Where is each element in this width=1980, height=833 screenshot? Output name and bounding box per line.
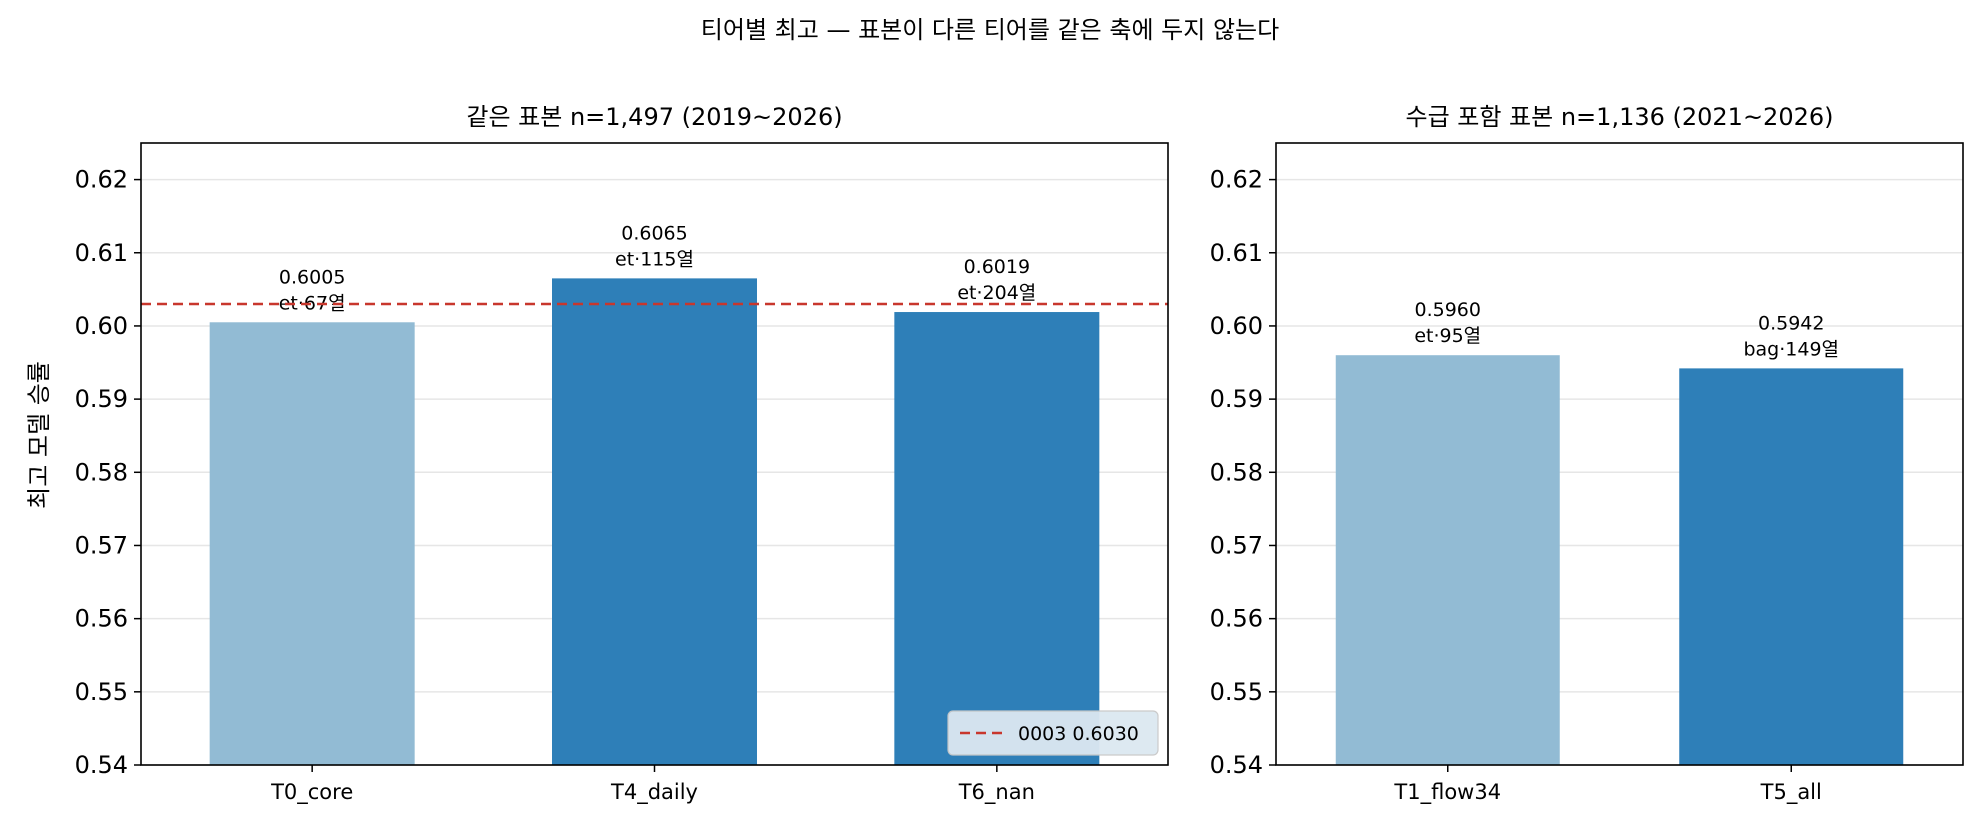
bar-T1_flow34	[1335, 355, 1560, 765]
y-tick-label: 0.61	[1210, 239, 1263, 267]
y-tick-label: 0.58	[75, 458, 128, 486]
y-tick-label: 0.54	[1210, 751, 1263, 779]
x-tick-label-T6_nan: T6_nan	[958, 780, 1035, 805]
legend-box	[947, 710, 1159, 756]
y-tick-label: 0.56	[1210, 605, 1263, 633]
x-tick-label-T1_flow34: T1_flow34	[1393, 780, 1501, 805]
panel-title: 같은 표본 n=1,497 (2019~2026)	[466, 103, 842, 131]
y-tick-label: 0.62	[75, 166, 128, 194]
panel-same-sample: 0.6005 et·67열 0.6065 et·115열 0.6019 et·204열 00…	[75, 103, 1169, 805]
panel-title: 수급 포함 표본 n=1,136 (2021~2026)	[1405, 103, 1833, 131]
y-tick-label: 0.59	[1210, 385, 1263, 413]
plot-frame	[1275, 142, 1964, 766]
value-label-T4_daily: 0.6065	[621, 222, 687, 244]
bar-T0_core	[209, 322, 415, 765]
sublabel-T6_nan: et·204열	[957, 282, 1036, 304]
legend-label: 0003 0.6030	[1018, 723, 1139, 745]
y-tick-label: 0.54	[75, 751, 128, 779]
figure-title: 티어별 최고 — 표본이 다른 티어를 같은 축에 두지 않는다	[701, 16, 1279, 44]
bar-T5_all	[1679, 368, 1904, 765]
sublabel-T0_core: et·67열	[279, 292, 346, 314]
y-tick-label: 0.62	[1210, 166, 1263, 194]
x-tick-label-T5_all: T5_all	[1760, 780, 1822, 805]
bar-T4_daily	[552, 278, 757, 765]
y-tick-label: 0.56	[75, 605, 128, 633]
y-axis-label: 최고 모델 승률	[25, 361, 53, 509]
y-tick-label: 0.61	[75, 239, 128, 267]
value-label-T0_core: 0.6005	[279, 266, 345, 288]
y-tick-label: 0.55	[75, 678, 128, 706]
y-tick-label: 0.60	[1210, 312, 1263, 340]
sublabel-T1_flow34: et·95열	[1414, 325, 1481, 347]
value-label-T1_flow34: 0.5960	[1415, 299, 1481, 321]
y-tick-label: 0.58	[1210, 458, 1263, 486]
sublabel-T4_daily: et·115열	[615, 248, 694, 270]
y-tick-label: 0.57	[75, 531, 128, 559]
y-tick-label: 0.55	[1210, 678, 1263, 706]
value-label-T5_all: 0.5942	[1758, 312, 1824, 334]
sublabel-T5_all: bag·149열	[1743, 338, 1839, 360]
y-tick-label: 0.59	[75, 385, 128, 413]
y-tick-label: 0.57	[1210, 531, 1263, 559]
x-tick-label-T4_daily: T4_daily	[610, 780, 698, 805]
bar-T6_nan	[894, 312, 1100, 765]
x-tick-label-T0_core: T0_core	[270, 780, 353, 805]
panel-flow-sample: 0.5960 et·95열 0.5942 bag·149열 0.54 0.55 0.56 0.…	[1210, 103, 1964, 805]
value-label-T6_nan: 0.6019	[964, 256, 1030, 278]
y-tick-label: 0.60	[75, 312, 128, 340]
